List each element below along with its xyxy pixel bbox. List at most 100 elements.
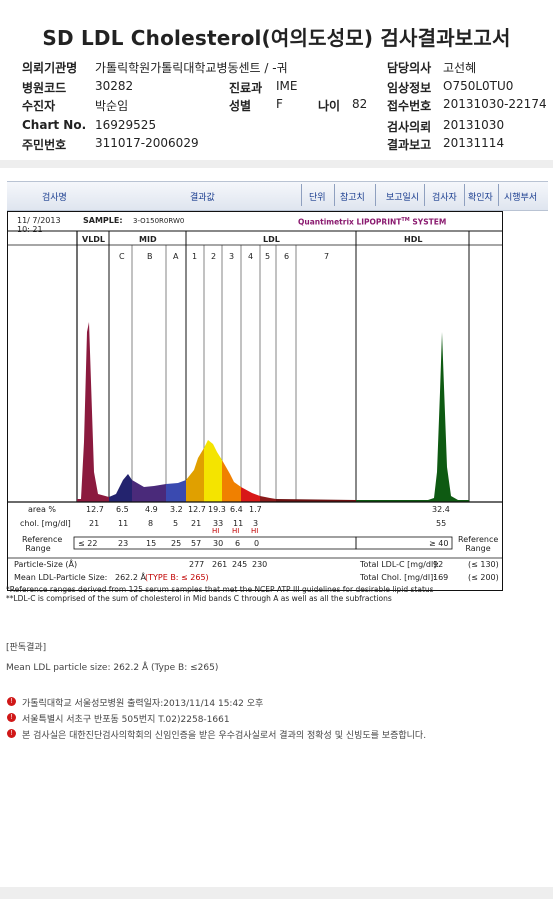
judge-heading: [판독결과]	[6, 643, 47, 653]
band-b: B	[147, 252, 153, 261]
section-vldl: VLDL	[82, 235, 106, 244]
band-1: 1	[192, 252, 198, 261]
brand-system: SYSTEM	[409, 217, 447, 227]
ref-ldl3: 6	[235, 539, 241, 548]
band-5: 5	[265, 252, 271, 261]
col-tester[interactable]: 검사자	[432, 193, 457, 203]
sample-label: SAMPLE:	[83, 216, 123, 225]
dept-label: 진료과	[229, 81, 263, 95]
col-test-name[interactable]: 검사명	[42, 193, 67, 203]
chol-a: 5	[173, 519, 179, 528]
hospital-code-value: 30282	[95, 79, 134, 93]
request-value: 20131030	[443, 118, 505, 132]
band-6: 6	[284, 252, 290, 261]
info-bullet-icon: !	[7, 697, 16, 706]
band-a: A	[173, 252, 179, 261]
doctor-label: 담당의사	[387, 61, 432, 75]
page-title: SD LDL Cholesterol(여의도성모) 검사결과보고서	[42, 26, 511, 50]
col-unit[interactable]: 단위	[309, 193, 326, 203]
ref-a: 25	[171, 539, 182, 548]
chol-c: 11	[118, 519, 129, 528]
report-date-value: 20131114	[443, 136, 505, 150]
area-ldl3: 6.4	[230, 505, 243, 514]
report-time: 10: 21	[17, 225, 43, 234]
hi-flag-ldl2: HI	[212, 527, 220, 535]
institution-value: 가톨릭학원가톨릭대학교병동센트 / -궈	[95, 61, 288, 75]
col-divider	[424, 184, 425, 206]
id-value: 311017-2006029	[95, 136, 199, 150]
hi-flag-ldl3: HI	[232, 527, 240, 535]
address-info: 서울특별시 서초구 반포동 505번지 T.02)2258-1661	[22, 715, 230, 725]
sample-id: 3-O150R0RW0	[133, 217, 185, 225]
chol-ldl3: 11	[233, 519, 244, 528]
chart-no-label: Chart No.	[22, 118, 87, 132]
chol-ldl2: 33	[213, 519, 224, 528]
chol-hdl: 55	[436, 519, 447, 528]
mean-ldl-label: Mean LDL-Particle Size:	[14, 573, 108, 582]
clinical-label: 임상정보	[387, 81, 432, 95]
ref-b: 15	[146, 539, 157, 548]
ref-ldl1: 57	[191, 539, 202, 548]
result-table-header	[7, 181, 548, 211]
col-confirmer[interactable]: 확인자	[468, 193, 493, 203]
chart-no-value: 16929525	[95, 118, 157, 132]
age-value: 82	[352, 97, 368, 111]
total-ldl-value: 92	[433, 560, 444, 569]
report-date-label: 결과보고	[387, 138, 432, 152]
total-ldl-label: Total LDL-C [mg/dl]:	[360, 560, 439, 569]
reference-label-right: Reference Range	[458, 535, 499, 553]
col-result[interactable]: 결과값	[190, 193, 215, 203]
info-bullet-icon: !	[7, 713, 16, 722]
col-exam-dept[interactable]: 시행부서	[504, 193, 538, 203]
age-label: 나이	[318, 99, 341, 113]
area-hdl: 32.4	[432, 505, 450, 514]
patient-label: 수진자	[22, 99, 56, 113]
institution-label: 의뢰기관명	[22, 61, 78, 75]
col-reference[interactable]: 참고치	[340, 193, 365, 203]
patient-value: 박순임	[95, 99, 129, 113]
band-4: 4	[248, 252, 254, 261]
col-divider	[498, 184, 499, 206]
chol-b: 8	[148, 519, 154, 528]
receipt-value: 20131030-22174	[443, 97, 547, 111]
area-ldl1: 12.7	[188, 505, 206, 514]
band-3: 3	[229, 252, 235, 261]
brand-name: Quantimetrix LIPOPRINT	[298, 217, 402, 227]
band-7: 7	[324, 252, 330, 261]
col-report-date[interactable]: 보고일시	[386, 193, 420, 203]
sex-value: F	[276, 97, 283, 111]
total-chol-label: Total Chol. [mg/dl]:	[360, 573, 436, 582]
lipoprint-report: 11/ 7/2013 10: 21 SAMPLE: 3-O150R0RW0 Qu…	[7, 211, 503, 591]
mean-ldl-value: 262.2 Å	[115, 573, 146, 582]
certification-info: 본 검사실은 대한진단검사의학회의 신임인증을 받은 우수검사실로서 결과의 정…	[22, 731, 427, 741]
dept-value: IME	[276, 79, 298, 93]
area-vldl: 12.7	[86, 505, 104, 514]
band-c: C	[119, 252, 125, 261]
hospital-code-label: 병원코드	[22, 81, 67, 95]
judge-mean-ldl: Mean LDL particle size: 262.2 Å (Type B:…	[6, 663, 219, 673]
chol-ldl4: 3	[253, 519, 259, 528]
particle-ldl2: 261	[212, 560, 228, 569]
info-bullet-icon: !	[7, 729, 16, 738]
doctor-value: 고선혜	[443, 61, 477, 75]
receipt-label: 접수번호	[387, 99, 432, 113]
particle-size-label: Particle-Size (Å)	[14, 560, 78, 569]
total-chol-value: 169	[433, 573, 449, 582]
brand-tm: TM	[401, 217, 410, 223]
area-ldl4: 1.7	[249, 505, 262, 514]
hi-flag-ldl4: HI	[251, 527, 259, 535]
bottom-bar	[0, 887, 553, 899]
col-divider	[334, 184, 335, 206]
chol-ldl1: 21	[191, 519, 202, 528]
area-a: 3.2	[170, 505, 183, 514]
total-ldl-ref: (≤ 130)	[468, 560, 499, 569]
densitometry-graph	[8, 230, 502, 559]
separator	[0, 160, 553, 168]
area-b: 4.9	[145, 505, 158, 514]
section-hdl: HDL	[404, 235, 423, 244]
area-c: 6.5	[116, 505, 129, 514]
sex-label: 성별	[229, 99, 252, 113]
area-ldl2: 19.3	[208, 505, 226, 514]
col-divider	[464, 184, 465, 206]
col-divider	[301, 184, 302, 206]
